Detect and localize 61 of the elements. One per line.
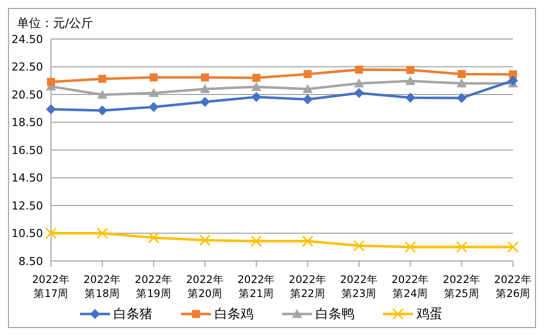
y-tick-label: 24.50: [12, 32, 43, 46]
point: [406, 66, 414, 74]
legend-label: 鸡蛋: [416, 306, 442, 323]
point: [302, 235, 314, 247]
x-tick-label: 2022年第19周: [134, 274, 173, 300]
legend-label: 白条鸡: [214, 306, 254, 323]
point: [148, 102, 159, 112]
y-tick-label: 16.50: [12, 144, 43, 157]
y-tick-label: 8.50: [18, 254, 43, 268]
point: [251, 92, 262, 102]
point: [405, 76, 416, 86]
point: [97, 90, 108, 99]
point: [302, 84, 313, 93]
point: [150, 73, 158, 82]
point: [353, 240, 365, 252]
point: [200, 96, 210, 107]
point: [456, 78, 467, 88]
point: [355, 66, 363, 74]
y-tick-label: 22.50: [12, 60, 43, 74]
y-tick-label: 18.50: [12, 116, 43, 130]
point: [456, 241, 468, 253]
point: [97, 105, 108, 116]
point: [251, 82, 262, 91]
legend-label: 白条猪: [112, 306, 152, 323]
y-tick-label: 10.50: [12, 227, 43, 240]
point: [199, 234, 211, 246]
legend-label: 白条鸭: [314, 306, 354, 323]
point: [201, 73, 209, 82]
x-tick-label: 2022年第18周: [83, 274, 122, 300]
x-tick-label: 2022年第22周: [288, 274, 327, 300]
point: [456, 92, 467, 103]
x-tick-label: 2022年第24周: [391, 274, 430, 300]
point: [250, 235, 262, 247]
point: [46, 104, 56, 114]
point: [508, 76, 518, 86]
y-tick-label: 12.50: [12, 199, 43, 212]
point: [354, 88, 364, 98]
point: [404, 241, 416, 253]
point: [507, 241, 519, 253]
x-tick-label: 2022年第26周: [494, 274, 532, 300]
x-tick-label: 2022年第20周: [186, 274, 224, 300]
point: [405, 92, 416, 103]
x-tick-label: 2022年第21周: [237, 274, 276, 300]
chart-title: 单位：元/公斤: [17, 15, 94, 32]
point: [148, 88, 159, 97]
point: [148, 232, 160, 244]
point: [98, 74, 106, 83]
y-tick-label: 20.50: [12, 88, 43, 102]
point: [304, 70, 312, 78]
point: [45, 228, 57, 239]
point: [47, 78, 55, 86]
y-tick-label: 14.50: [12, 172, 43, 185]
point: [200, 84, 210, 93]
point: [354, 78, 364, 88]
x-tick-label: 2022年第25周: [442, 274, 481, 300]
point: [458, 70, 466, 78]
point: [96, 228, 108, 239]
x-tick-label: 2022年第23周: [340, 274, 378, 300]
point: [302, 94, 313, 104]
x-tick-label: 2022年第17周: [32, 274, 70, 300]
point: [252, 74, 260, 82]
